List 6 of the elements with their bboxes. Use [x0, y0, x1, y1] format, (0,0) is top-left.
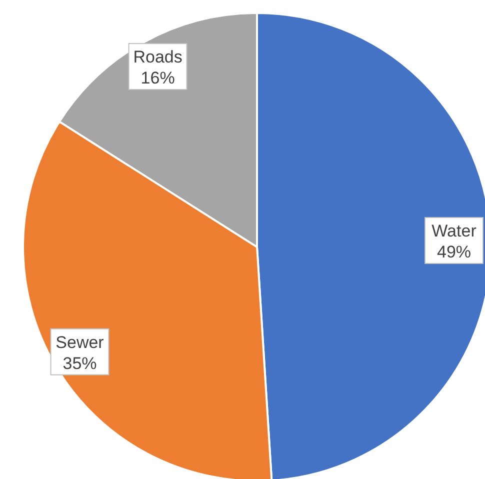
slice-label: Sewer — [56, 332, 104, 352]
slice-label: Water — [432, 222, 477, 241]
data-label: 49% — [436, 242, 472, 262]
data-label: 35% — [62, 354, 97, 373]
slice-label: Roads — [133, 48, 182, 67]
data-label: 16% — [140, 68, 175, 88]
